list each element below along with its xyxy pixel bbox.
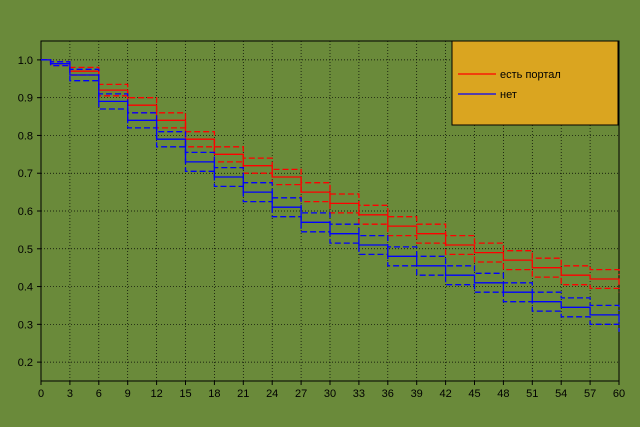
grid — [41, 41, 619, 381]
series-line-1 — [41, 59, 620, 276]
y-tick-label: 0.3 — [18, 319, 33, 331]
legend-label: есть портал — [500, 69, 561, 81]
x-tick-label: 51 — [526, 388, 538, 400]
x-tick-label: 0 — [38, 388, 44, 400]
x-tick-label: 57 — [584, 388, 596, 400]
x-tick-label: 42 — [439, 388, 451, 400]
y-tick-label: 0.7 — [18, 168, 33, 180]
x-tick-label: 9 — [125, 388, 131, 400]
y-tick-label: 1.0 — [18, 55, 33, 67]
x-tick-label: 39 — [411, 388, 423, 400]
legend: есть портал нет — [451, 40, 619, 126]
y-tick-label: 0.4 — [18, 282, 33, 294]
series-line-4 — [41, 59, 620, 312]
y-tick-label: 0.8 — [18, 130, 33, 142]
series-line-0 — [41, 59, 620, 285]
y-tick-label: 0.5 — [18, 244, 33, 256]
x-tick-label: 21 — [237, 388, 249, 400]
y-tick-label: 0.9 — [18, 93, 33, 105]
x-tick-label: 33 — [353, 388, 365, 400]
x-tick-label: 3 — [67, 388, 73, 400]
x-tick-label: 6 — [96, 388, 102, 400]
legend-box — [451, 40, 619, 126]
axes: 0.20.30.40.50.60.70.80.91.00 3 6 9 12 15 18 21 2… — [18, 55, 625, 400]
x-tick-label: 48 — [497, 388, 509, 400]
x-tick-label: 18 — [208, 388, 220, 400]
x-tick-label: 36 — [382, 388, 394, 400]
x-tick-label: 60 — [613, 388, 625, 400]
x-tick-label: 30 — [324, 388, 336, 400]
legend-label: нет — [500, 89, 517, 101]
x-tick-label: 27 — [295, 388, 307, 400]
y-tick-label: 0.2 — [18, 357, 33, 369]
x-tick-label: 54 — [555, 388, 567, 400]
y-tick-label: 0.6 — [18, 206, 33, 218]
x-tick-label: 45 — [468, 388, 480, 400]
series-line-5 — [41, 59, 620, 332]
x-tick-label: 12 — [150, 388, 162, 400]
x-tick-label: 24 — [266, 388, 278, 400]
series-layer — [41, 59, 620, 332]
x-tick-label: 15 — [179, 388, 191, 400]
